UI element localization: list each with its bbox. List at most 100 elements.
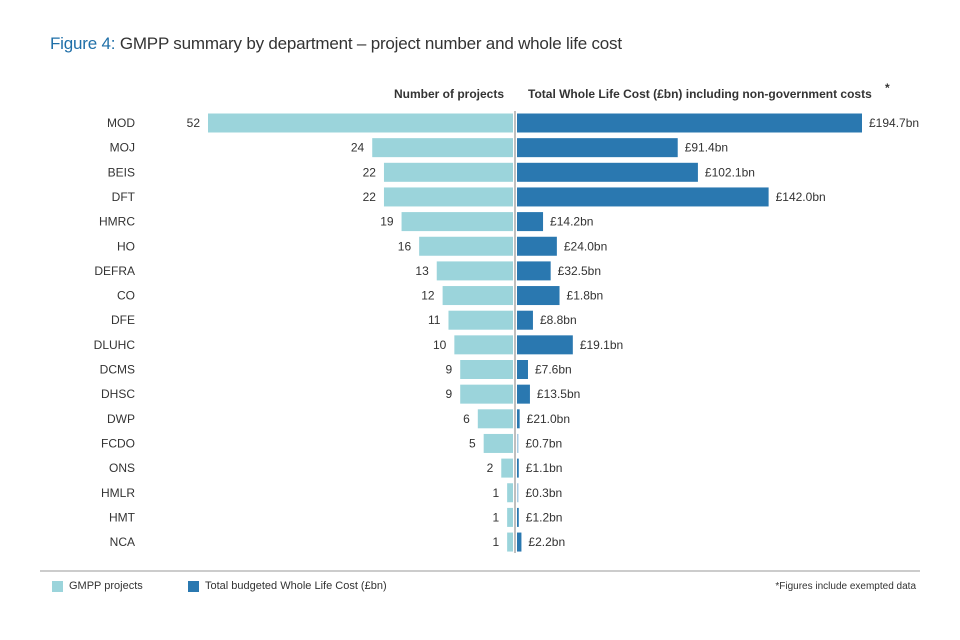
projects-value-label: 9 (446, 363, 453, 377)
category-label-nca: NCA (110, 535, 135, 549)
cost-bar-dwp (517, 409, 520, 429)
cost-value-label: £91.4bn (685, 141, 728, 155)
projects-value-label: 22 (363, 190, 377, 204)
category-label-co: CO (117, 289, 135, 303)
category-label-dft: DFT (112, 190, 136, 204)
cost-bar-hmrc (517, 212, 544, 232)
legend-swatch (188, 580, 199, 592)
cost-value-label: £194.7bn (869, 116, 919, 130)
cost-bar-nca (517, 532, 522, 552)
cost-bar-ons (517, 458, 519, 478)
projects-bar-dhsc (460, 384, 513, 404)
category-label-dcms: DCMS (100, 363, 135, 377)
cost-bar-dfe (517, 310, 533, 330)
projects-value-label: 10 (433, 338, 447, 352)
projects-bar-dcms (460, 360, 513, 379)
category-label-mod: MOD (107, 116, 135, 130)
cost-bar-mod (517, 113, 862, 133)
projects-bar-moj (372, 138, 513, 158)
cost-value-label: £142.0bn (776, 190, 826, 204)
title-text: GMPP summary by department – project num… (119, 34, 622, 53)
projects-bar-mod (208, 113, 513, 133)
projects-bar-nca (507, 532, 513, 552)
cost-value-label: £102.1bn (705, 165, 755, 179)
cost-value-label: £1.2bn (526, 510, 563, 524)
category-label-hmlr: HMLR (101, 486, 135, 500)
projects-value-label: 24 (351, 141, 365, 155)
projects-bar-dwp (477, 409, 513, 429)
projects-value-label: 2 (487, 461, 494, 475)
category-label-dfe: DFE (111, 313, 135, 327)
category-label-ons: ONS (109, 461, 135, 475)
projects-bar-dft (383, 187, 513, 207)
left-header: Number of projects (394, 87, 504, 101)
category-label-dhsc: DHSC (101, 387, 135, 401)
right-header: Total Whole Life Cost (£bn) including no… (528, 87, 872, 101)
projects-bar-hmlr (507, 483, 513, 503)
legend-swatch (52, 580, 63, 592)
chart-title: Figure 4: GMPP summary by department – p… (50, 34, 622, 54)
cost-bar-dcms (517, 360, 528, 379)
projects-value-label: 12 (421, 289, 435, 303)
cost-value-label: £24.0bn (564, 239, 607, 253)
category-label-defra: DEFRA (94, 264, 135, 278)
cost-value-label: £8.8bn (540, 313, 577, 327)
category-label-hmt: HMT (109, 510, 136, 524)
cost-value-label: £7.6bn (535, 363, 572, 377)
cost-bar-dft (517, 187, 769, 207)
projects-bar-beis (383, 162, 513, 182)
projects-value-label: 19 (380, 215, 394, 229)
projects-bar-hmrc (401, 212, 513, 232)
cost-bar-co (517, 286, 560, 306)
projects-value-label: 13 (415, 264, 429, 278)
legend-label: GMPP projects (69, 580, 143, 592)
legend-label: Total budgeted Whole Life Cost (£bn) (205, 580, 387, 592)
cost-bar-hmlr (517, 483, 519, 503)
cost-value-label: £2.2bn (528, 535, 565, 549)
right-header-mark: * (885, 81, 890, 95)
projects-value-label: 52 (187, 116, 201, 130)
category-label-dwp: DWP (107, 412, 135, 426)
cost-bar-beis (517, 162, 698, 182)
projects-bar-hmt (507, 507, 513, 527)
projects-value-label: 1 (492, 535, 499, 549)
projects-value-label: 22 (363, 165, 377, 179)
cost-bar-ho (517, 236, 557, 256)
category-label-ho: HO (117, 239, 135, 253)
category-label-beis: BEIS (108, 165, 135, 179)
projects-value-label: 9 (446, 387, 453, 401)
cost-bar-dluhc (517, 335, 573, 355)
cost-value-label: £13.5bn (537, 387, 580, 401)
cost-value-label: £32.5bn (558, 264, 601, 278)
cost-bar-hmt (517, 507, 519, 527)
cost-bar-fcdo (517, 433, 519, 453)
cost-bar-dhsc (517, 384, 530, 404)
projects-value-label: 11 (428, 313, 441, 327)
projects-bar-co (442, 286, 513, 306)
projects-value-label: 6 (463, 412, 470, 426)
cost-value-label: £19.1bn (580, 338, 623, 352)
cost-value-label: £14.2bn (550, 215, 593, 229)
cost-value-label: £0.7bn (526, 436, 563, 450)
projects-bar-fcdo (483, 433, 513, 453)
category-label-fcdo: FCDO (101, 436, 135, 450)
cost-value-label: £21.0bn (527, 412, 570, 426)
projects-bar-dluhc (454, 335, 513, 355)
projects-bar-defra (436, 261, 513, 281)
projects-bar-ons (501, 458, 513, 478)
projects-bar-dfe (448, 310, 513, 330)
cost-value-label: £1.8bn (567, 289, 604, 303)
cost-value-label: £0.3bn (526, 486, 563, 500)
projects-value-label: 5 (469, 436, 476, 450)
category-label-moj: MOJ (110, 141, 135, 155)
projects-value-label: 1 (492, 486, 499, 500)
cost-bar-defra (517, 261, 551, 281)
projects-bar-ho (419, 236, 513, 256)
cost-value-label: £1.1bn (526, 461, 563, 475)
projects-value-label: 1 (492, 510, 499, 524)
category-label-hmrc: HMRC (99, 215, 135, 229)
projects-value-label: 16 (398, 239, 412, 253)
footnote: *Figures include exempted data (775, 581, 916, 592)
category-label-dluhc: DLUHC (94, 338, 136, 352)
